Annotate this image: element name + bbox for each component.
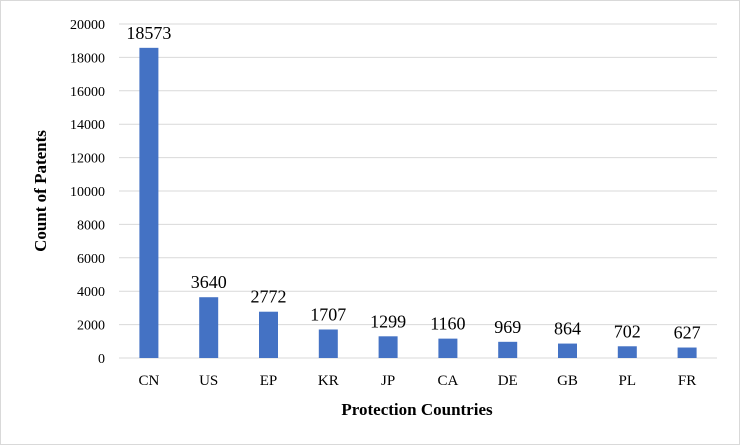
x-axis-title: Protection Countries	[341, 400, 493, 419]
data-label: 1707	[310, 304, 346, 324]
data-label: 1160	[430, 314, 465, 334]
x-tick-label: US	[199, 373, 218, 389]
y-tick-label: 12000	[70, 152, 105, 167]
y-tick-label: 20000	[70, 18, 105, 33]
bar-pl	[617, 346, 637, 358]
y-tick-label: 18000	[70, 51, 105, 66]
x-tick-labels: CN US EP KR JP CA DE GB PL FR	[138, 373, 696, 389]
x-tick-label: DE	[498, 373, 518, 389]
bar-kr	[318, 329, 338, 358]
y-tick-label: 14000	[70, 118, 105, 133]
data-label: 1299	[370, 311, 406, 331]
y-tick-label: 16000	[70, 85, 105, 100]
y-tick-labels: 0 2000 4000 6000 8000 10000 12000 14000 16000 180…	[70, 18, 105, 367]
x-tick-label: KR	[318, 373, 339, 389]
data-label: 18573	[126, 23, 171, 43]
x-tick-label: FR	[678, 373, 696, 389]
bar-gb	[558, 343, 577, 358]
y-tick-label: 10000	[70, 185, 105, 200]
x-tick-label: EP	[260, 373, 278, 389]
x-tick-label: CN	[138, 373, 159, 389]
bar-ep	[259, 311, 278, 358]
y-tick-label: 6000	[77, 252, 105, 267]
data-labels: 18573 3640 2772 1707 1299 1160 969 864 702 627	[126, 23, 700, 343]
x-tick-label: JP	[381, 373, 395, 389]
x-tick-label: GB	[557, 373, 578, 389]
bar-fr	[677, 347, 697, 358]
data-label: 2772	[251, 287, 287, 307]
bar-us	[199, 297, 219, 358]
y-tick-label: 2000	[77, 319, 105, 334]
data-label: 627	[674, 323, 701, 343]
y-tick-label: 0	[98, 352, 105, 367]
bar-ca	[438, 338, 458, 358]
bars	[139, 47, 697, 358]
bar-de	[498, 341, 518, 358]
bar-jp	[378, 336, 398, 358]
x-tick-label: PL	[619, 373, 637, 389]
y-tick-label: 4000	[77, 285, 105, 300]
data-label: 969	[494, 317, 521, 337]
data-label: 702	[614, 321, 641, 341]
bar-cn	[139, 47, 159, 358]
y-tick-label: 8000	[77, 218, 105, 233]
x-tick-label: CA	[437, 373, 458, 389]
y-axis-title: Count of Patents	[31, 130, 50, 252]
data-label: 3640	[191, 272, 227, 292]
gridlines	[119, 23, 717, 359]
data-label: 864	[554, 319, 581, 339]
